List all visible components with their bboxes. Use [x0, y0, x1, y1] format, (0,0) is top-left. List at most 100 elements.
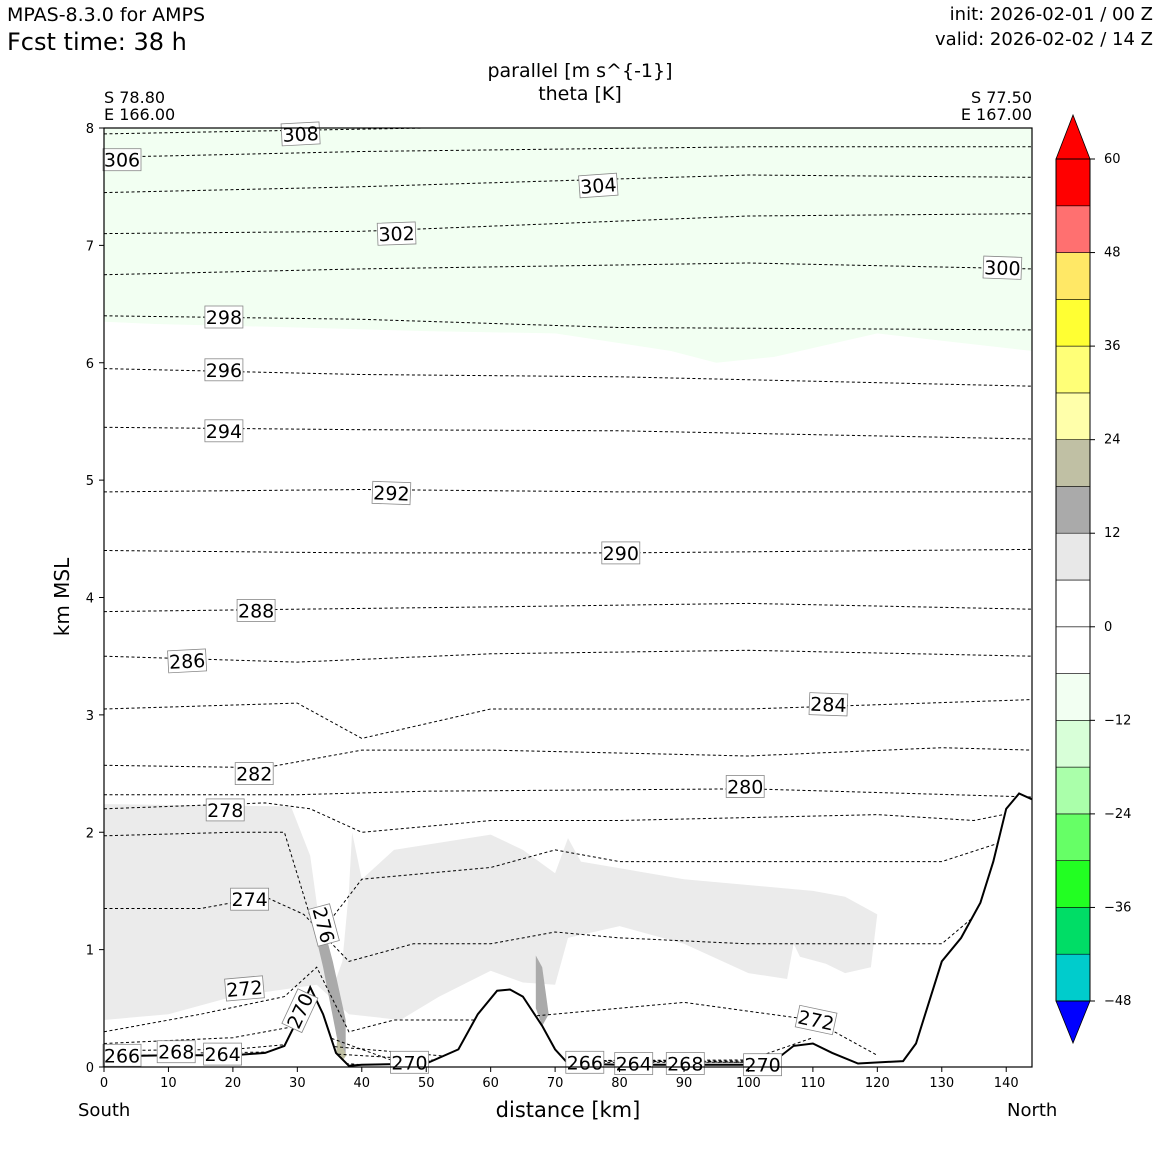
theta-contour-286 — [104, 649, 1032, 663]
contour-label-box — [204, 419, 244, 443]
contour-label-10: 288 — [236, 599, 276, 622]
x-tick-label: 60 — [482, 1076, 499, 1091]
colorbar-segment — [1055, 392, 1091, 440]
wind-region-3 — [535, 955, 549, 1026]
contour-label-box — [743, 1053, 782, 1077]
contour-label-text: 268 — [667, 1054, 703, 1076]
contour-label-text: 294 — [206, 421, 242, 443]
left-end-longitude: E 166.00 — [104, 105, 176, 124]
contour-label-28: 270 — [743, 1053, 782, 1077]
y-tick-label: 0 — [86, 1061, 94, 1076]
contour-label-8: 292 — [371, 480, 412, 506]
contour-label-text: 270 — [391, 1052, 427, 1074]
contour-label-3: 302 — [376, 221, 417, 246]
chart-title-line2: theta [K] — [538, 83, 622, 105]
contour-label-box — [794, 1004, 838, 1036]
contour-label-2: 304 — [578, 172, 619, 199]
contour-label-box — [234, 762, 274, 785]
contour-label-text: 304 — [580, 174, 618, 198]
colorbar-segment — [1055, 579, 1091, 628]
contour-label-text: 280 — [727, 777, 763, 799]
terrain-fill — [104, 793, 1032, 1067]
wind-region-1 — [104, 804, 878, 1020]
contour-label-18: 272 — [224, 975, 265, 1002]
theta-contour-292 — [104, 488, 1032, 493]
colorbar-segment — [1055, 345, 1091, 394]
colorbar-segment — [1055, 532, 1091, 581]
contour-label-1: 306 — [102, 148, 142, 172]
contour-label-box — [307, 903, 340, 947]
terrain — [104, 792, 1032, 1067]
y-tick-label: 5 — [86, 474, 94, 489]
y-axis-ticks: 0 1 2 3 4 5 6 7 8 — [86, 122, 104, 1076]
contour-label-box — [102, 1043, 142, 1067]
contour-label-text: 266 — [104, 1045, 140, 1067]
init-time-label: init: 2026-02-01 / 00 Z — [949, 4, 1153, 25]
colorbar-tick-label: −48 — [1104, 994, 1131, 1009]
contour-label-4: 300 — [982, 255, 1023, 280]
contour-label-text: 282 — [236, 764, 272, 786]
chart-title-line1: parallel [m s^{-1}] — [487, 60, 673, 82]
right-direction-label: North — [1007, 1100, 1058, 1121]
contour-label-26: 264 — [614, 1052, 654, 1076]
contour-label-text: 306 — [104, 150, 140, 172]
contour-label-text: 284 — [810, 694, 847, 717]
x-axis-label: distance [km] — [495, 1098, 641, 1122]
colorbar-tick-label: 36 — [1104, 339, 1121, 354]
contour-label-box — [102, 148, 142, 172]
x-tick-label: 80 — [611, 1076, 628, 1091]
y-tick-label: 6 — [86, 357, 94, 372]
contour-label-text: 272 — [226, 977, 264, 1002]
contour-label-box — [167, 648, 208, 674]
contour-label-box — [204, 358, 244, 382]
x-tick-label: 140 — [994, 1076, 1019, 1091]
wind-region-0 — [104, 128, 1032, 363]
theta-contour-276 — [104, 831, 1032, 939]
contour-label-box — [376, 221, 417, 246]
colorbar-segment — [1055, 158, 1091, 207]
theta-contour-300 — [104, 262, 1032, 276]
x-tick-label: 110 — [800, 1076, 825, 1091]
colorbar: −48 −36 −24 −12 0 12 24 36 48 60 — [1055, 113, 1131, 1045]
contour-label-box — [982, 255, 1023, 280]
contour-label-box — [808, 692, 849, 717]
x-tick-label: 100 — [736, 1076, 761, 1091]
contour-label-7: 294 — [204, 419, 244, 443]
colorbar-segment — [1055, 766, 1091, 815]
contour-label-box — [281, 988, 319, 1034]
contour-label-box — [204, 305, 244, 329]
colorbar-tick-label: 0 — [1104, 620, 1112, 635]
colorbar-tick-label: 48 — [1104, 246, 1121, 261]
y-tick-label: 4 — [86, 592, 94, 607]
contour-label-27: 268 — [665, 1052, 705, 1076]
contour-label-text: 264 — [616, 1054, 652, 1076]
contour-label-9: 290 — [601, 541, 641, 565]
colorbar-segment — [1055, 626, 1091, 674]
theta-contour-290 — [104, 548, 1032, 554]
theta-contour-288 — [104, 602, 1032, 613]
contour-label-16: 274 — [230, 887, 270, 911]
contour-label-text: 290 — [603, 543, 639, 565]
contour-label-13: 282 — [234, 762, 274, 786]
colorbar-tick-label: 12 — [1104, 526, 1121, 541]
contour-label-25: 266 — [565, 1050, 605, 1074]
colorbar-tick-label: 24 — [1104, 433, 1121, 448]
colorbar-segment — [1055, 719, 1091, 768]
right-end-longitude: E 167.00 — [960, 105, 1032, 124]
colorbar-segment — [1055, 860, 1091, 908]
colorbar-segment — [1055, 673, 1091, 721]
x-tick-label: 90 — [676, 1076, 693, 1091]
contour-label-box — [665, 1052, 705, 1075]
contour-label-text: 278 — [207, 800, 243, 822]
y-tick-label: 3 — [86, 709, 94, 724]
colorbar-segment — [1055, 298, 1091, 347]
contour-label-text: 296 — [206, 360, 242, 382]
colorbar-frame — [1055, 158, 1091, 1002]
theta-contour-278 — [104, 802, 1032, 833]
x-tick-label: 70 — [547, 1076, 564, 1091]
contour-label-box — [390, 1050, 429, 1074]
contour-label-5: 298 — [204, 305, 244, 329]
x-tick-label: 120 — [865, 1076, 890, 1091]
contour-label-text: 292 — [373, 482, 410, 505]
